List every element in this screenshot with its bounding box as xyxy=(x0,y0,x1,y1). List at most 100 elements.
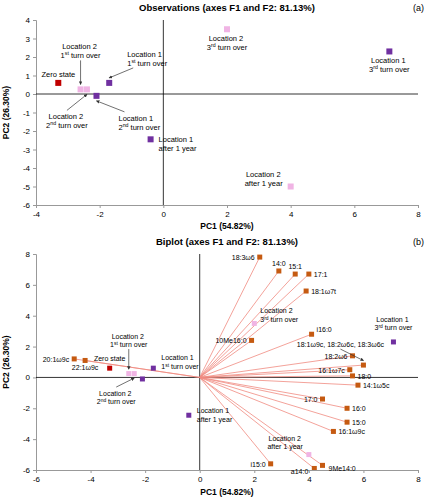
point-label: Location 1 2nd turn over xyxy=(118,114,160,132)
point-label: 14:0 xyxy=(272,260,286,267)
x-tick-mark xyxy=(227,205,228,208)
label-part: 16:1ω7c xyxy=(318,367,345,374)
x-tick: 0 xyxy=(198,470,203,484)
label-part: year xyxy=(268,179,283,188)
x-axis-title: PC1 (54.82%) xyxy=(200,221,254,231)
label-part: after xyxy=(159,144,176,153)
variable-point xyxy=(309,332,314,337)
point-label: 18:1ω7t xyxy=(311,288,336,295)
label-arrow xyxy=(80,60,81,84)
observation-point xyxy=(186,413,191,418)
point-label: 15:1 xyxy=(288,263,302,270)
label-part: 18:1ω9c, xyxy=(297,341,327,348)
loading-vector xyxy=(200,377,323,465)
label-part: 16:1ω9c xyxy=(338,428,365,435)
y-tick-label: 8 xyxy=(26,250,31,259)
label-line: 2nd turn over xyxy=(46,120,88,130)
point-label: 18:3ω6 xyxy=(232,254,255,261)
y-tick-label: 4 xyxy=(26,16,31,25)
label-arrow xyxy=(116,378,134,387)
label-line: 18:1ω7t xyxy=(311,288,336,295)
y-tick-mark xyxy=(33,57,36,58)
x-axis-line xyxy=(37,206,419,209)
variable-point xyxy=(355,383,360,388)
label-part: turn xyxy=(380,65,395,74)
label-line: 2nd turn over xyxy=(118,122,160,132)
label-line: 22:1ω9c xyxy=(72,364,99,371)
label-part: turn xyxy=(108,398,122,405)
x-tick: 0 xyxy=(162,205,167,219)
label-part: turn xyxy=(218,43,233,52)
y-tick-label: -4 xyxy=(23,164,31,173)
label-part: 22:1ω9c xyxy=(72,364,99,371)
point-label: Location 1 3rd turn over xyxy=(375,316,414,332)
x-tick-label: 2 xyxy=(225,210,230,219)
variable-point xyxy=(72,356,77,361)
loading-vector xyxy=(200,271,279,377)
label-part: 1 xyxy=(149,114,155,123)
loading-vector xyxy=(200,365,364,377)
variable-point xyxy=(331,429,336,434)
variable-point xyxy=(350,373,355,378)
label-line: a14:0 xyxy=(291,468,309,475)
label-part: over xyxy=(233,43,248,52)
y-tick: 2 xyxy=(26,343,36,352)
label-part: 1 xyxy=(158,50,164,59)
y-tick-label: 1 xyxy=(26,72,31,81)
x-tick-mark xyxy=(163,205,164,208)
observation-point xyxy=(78,86,84,92)
label-part: Location xyxy=(246,170,276,179)
label-arrow xyxy=(96,101,124,112)
loading-vector xyxy=(200,376,353,378)
x-tick-label: -4 xyxy=(88,475,96,484)
x-tick: 8 xyxy=(416,470,421,484)
label-line: Zero state xyxy=(41,70,75,79)
label-line: Location 2 xyxy=(246,170,283,179)
loading-vector xyxy=(200,340,252,377)
label-part: 2 xyxy=(239,34,245,43)
label-line: Location 2 xyxy=(260,307,294,314)
label-part: over xyxy=(146,123,161,132)
x-tick-mark xyxy=(418,205,419,208)
point-label: 16:0 xyxy=(352,405,366,412)
variable-point xyxy=(257,255,262,260)
label-part: Location xyxy=(159,135,189,144)
label-line: 18:3ω6 xyxy=(232,254,255,261)
label-part: year xyxy=(182,144,197,153)
y-tick-mark xyxy=(33,408,36,409)
x-tick-mark xyxy=(145,470,146,473)
point-label: Location 2 2nd turn over xyxy=(97,390,137,406)
label-part: i15:0 xyxy=(250,461,265,468)
x-tick-label: 0 xyxy=(162,210,167,219)
x-tick-mark xyxy=(309,470,310,473)
figure-svg: -4-202468-6-5-4-3-2-101234Observations (… xyxy=(0,0,429,500)
label-arrow xyxy=(67,94,87,110)
label-part: over xyxy=(73,121,88,130)
variable-point xyxy=(320,463,325,468)
label-part: 2 xyxy=(93,42,99,51)
observation-point xyxy=(288,184,294,190)
label-part: 2 xyxy=(140,333,146,340)
label-part: a14:0 xyxy=(291,468,309,475)
x-tick-mark xyxy=(363,470,364,473)
label-part: Location xyxy=(197,407,225,414)
y-tick-label: -2 xyxy=(23,127,31,136)
label-part: 10Me16:0 xyxy=(215,337,246,344)
point-label: Location 1 after 1 year xyxy=(159,135,197,153)
label-line: 16:1ω9c xyxy=(338,428,365,435)
labels: Zero stateLocation 2 1st turn overLocati… xyxy=(41,34,410,187)
chart-title: Biplot (axes F1 and F2: 81.13%) xyxy=(156,236,298,247)
label-part: year xyxy=(219,416,233,424)
y-tick: -6 xyxy=(23,201,36,210)
point-label: 18:0 xyxy=(358,373,372,380)
label-part: Location xyxy=(161,354,189,361)
x-tick-label: 4 xyxy=(307,475,312,484)
x-tick-label: 2 xyxy=(253,475,258,484)
y-tick-label: -6 xyxy=(23,201,31,210)
label-line: 15:1 xyxy=(288,263,302,270)
label-part: turn xyxy=(271,316,285,323)
variable-point xyxy=(345,406,350,411)
x-tick-label: 8 xyxy=(416,210,421,219)
y-tick-label: -1 xyxy=(23,109,31,118)
point-label: 17:1 xyxy=(314,271,328,278)
